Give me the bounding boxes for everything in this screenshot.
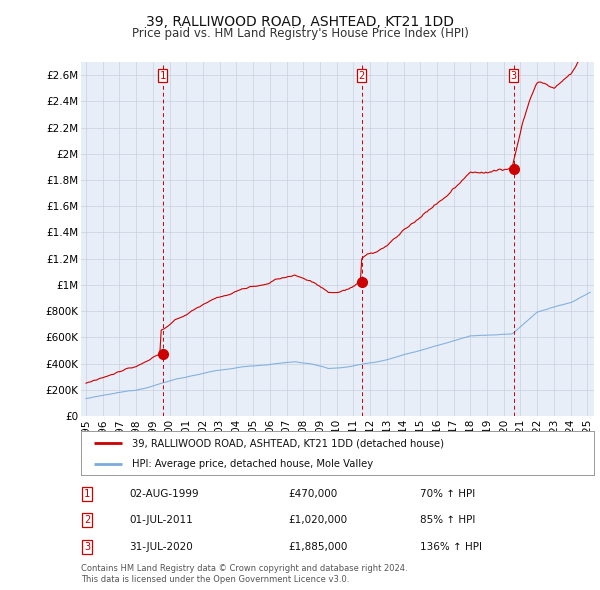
Text: 2: 2 [84,516,90,525]
Text: 1: 1 [160,71,166,81]
Text: 39, RALLIWOOD ROAD, ASHTEAD, KT21 1DD: 39, RALLIWOOD ROAD, ASHTEAD, KT21 1DD [146,15,454,29]
Text: 136% ↑ HPI: 136% ↑ HPI [420,542,482,552]
Text: 31-JUL-2020: 31-JUL-2020 [129,542,193,552]
Text: 1: 1 [84,489,90,499]
Text: £1,020,000: £1,020,000 [288,516,347,525]
Text: 01-JUL-2011: 01-JUL-2011 [129,516,193,525]
Text: 85% ↑ HPI: 85% ↑ HPI [420,516,475,525]
Text: Price paid vs. HM Land Registry's House Price Index (HPI): Price paid vs. HM Land Registry's House … [131,27,469,40]
Text: 70% ↑ HPI: 70% ↑ HPI [420,489,475,499]
Text: 3: 3 [84,542,90,552]
Text: Contains HM Land Registry data © Crown copyright and database right 2024.: Contains HM Land Registry data © Crown c… [81,565,407,573]
Text: £470,000: £470,000 [288,489,337,499]
Text: This data is licensed under the Open Government Licence v3.0.: This data is licensed under the Open Gov… [81,575,349,584]
Text: 2: 2 [359,71,365,81]
Text: £1,885,000: £1,885,000 [288,542,347,552]
Text: 39, RALLIWOOD ROAD, ASHTEAD, KT21 1DD (detached house): 39, RALLIWOOD ROAD, ASHTEAD, KT21 1DD (d… [133,438,444,448]
Text: HPI: Average price, detached house, Mole Valley: HPI: Average price, detached house, Mole… [133,459,373,469]
Text: 02-AUG-1999: 02-AUG-1999 [129,489,199,499]
Text: 3: 3 [511,71,517,81]
